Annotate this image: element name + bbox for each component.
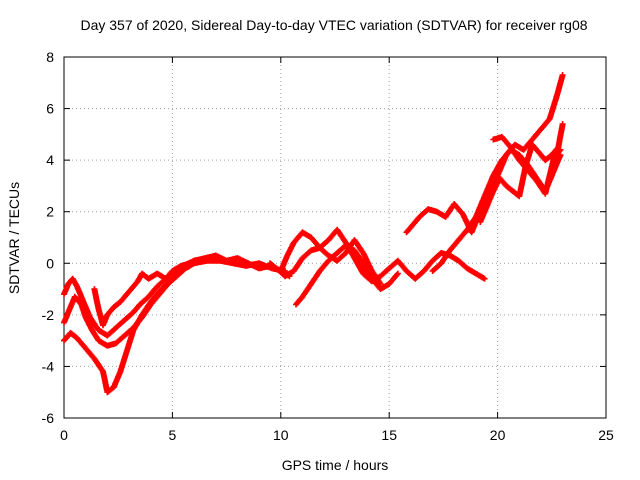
series-track-2 (61, 257, 289, 349)
y-tick-label: 4 (46, 152, 54, 168)
x-tick-label: 20 (490, 427, 506, 443)
y-axis: -6 -4 -2 0 2 4 6 8 (42, 49, 606, 426)
data-markers (267, 237, 384, 287)
x-tick-label: 5 (169, 427, 177, 443)
y-tick-label: 8 (46, 49, 54, 65)
x-tick-label: 15 (381, 427, 397, 443)
x-axis: 0 5 10 15 20 25 (60, 57, 614, 443)
data-markers (91, 260, 193, 329)
series-track-11 (490, 133, 564, 197)
data-points (61, 72, 566, 396)
data-markers (277, 226, 488, 285)
x-tick-label: 10 (273, 427, 289, 443)
x-axis-label: GPS time / hours (282, 457, 389, 473)
y-axis-label: SDTVAR / TECUs (6, 182, 22, 294)
x-tick-label: 25 (598, 427, 614, 443)
series-track-7 (267, 237, 384, 287)
data-markers (293, 242, 401, 308)
y-tick-label: -6 (42, 410, 55, 426)
plot-frame (63, 56, 607, 419)
grid-lines (64, 57, 606, 418)
y-tick-label: 6 (46, 101, 54, 117)
x-tick-label: 0 (60, 427, 68, 443)
series-track-4 (91, 260, 193, 329)
y-tick-label: 0 (46, 255, 54, 271)
data-markers (490, 133, 564, 197)
y-tick-label: -4 (42, 358, 55, 374)
chart-title: Day 357 of 2020, Sidereal Day-to-day VTE… (80, 17, 587, 33)
data-markers (61, 257, 289, 349)
y-tick-label: -2 (42, 307, 55, 323)
y-tick-label: 2 (46, 204, 54, 220)
series-track-5 (277, 226, 488, 285)
series-track-6 (293, 242, 401, 308)
